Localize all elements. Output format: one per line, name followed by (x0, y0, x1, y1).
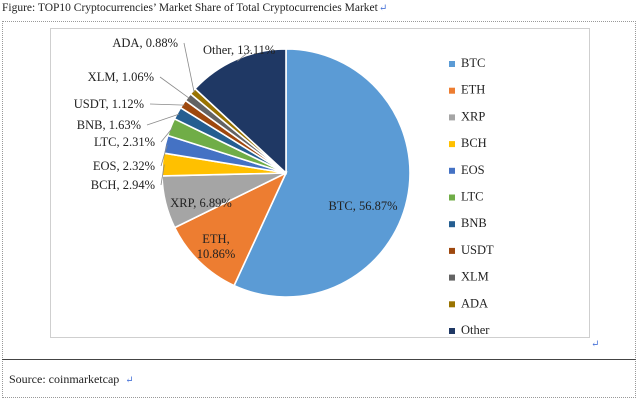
legend-label-ltc: LTC (461, 190, 483, 204)
legend-swatch-other (449, 328, 455, 334)
leader-line-usdt (149, 103, 185, 106)
leader-line-bch (160, 164, 165, 186)
chart-area: BTC, 56.87% ETH, 10.86% XRP, 6.89% BCH, 2.94… (50, 28, 590, 338)
return-mark-icon: ↵ (125, 375, 134, 386)
legend-swatch-ada (449, 301, 455, 308)
return-mark-icon: ↵ (378, 3, 388, 14)
data-label-bnb: BNB, 1.63% (77, 118, 141, 132)
caption-text: Figure: TOP10 Cryptocurrencies’ Market S… (2, 2, 378, 14)
leader-line-other (236, 49, 252, 62)
source-text: Source: coinmarketcap (9, 372, 120, 386)
legend-label-other: Other (461, 323, 490, 337)
data-label-xrp: XRP, 6.89% (170, 196, 231, 210)
leader-line-ada (183, 42, 195, 93)
data-label-eth: 10.86% (197, 247, 236, 261)
data-label-ltc: LTC, 2.31% (94, 135, 155, 149)
leader-line-xlm (159, 76, 190, 99)
pie-chart: BTC, 56.87% ETH,10.86% XRP, 6.89% BCH, 2.94… (74, 36, 494, 337)
data-label-bch: BCH, 2.94% (91, 178, 155, 192)
data-label-ada: ADA, 0.88% (112, 36, 178, 50)
legend-label-eth: ETH (461, 83, 485, 97)
legend-swatch-ltc (449, 194, 455, 201)
legend-swatch-bnb (449, 221, 455, 228)
figure-caption: Figure: TOP10 Cryptocurrencies’ Market S… (2, 2, 387, 14)
legend-swatch-usdt (449, 247, 455, 254)
pie-slice-other (193, 48, 287, 175)
data-label-btc: BTC, 56.87% (328, 199, 397, 213)
legend-swatch-btc (449, 61, 455, 67)
legend-label-usdt: USDT (461, 243, 494, 257)
leader-line-ltc (160, 127, 174, 143)
return-mark-icon: ↵ (591, 339, 600, 350)
legend-swatch-xrp (449, 114, 455, 121)
data-label-other: Other, 13.11% (203, 43, 275, 57)
leader-line-bnb (146, 113, 180, 126)
data-label-xlm: XLM, 1.06% (88, 70, 154, 84)
source-note: Source: coinmarketcap ↵ (9, 372, 134, 387)
legend-swatch-xlm (449, 274, 455, 281)
table-frame (2, 21, 636, 398)
legend-label-eos: EOS (461, 163, 485, 177)
pie-slice-btc (233, 48, 411, 298)
legend-label-xrp: XRP (461, 109, 485, 123)
data-label-eth: ETH, (202, 232, 229, 246)
data-label-eos: EOS, 2.32% (93, 159, 155, 173)
legend-label-bnb: BNB (461, 216, 487, 230)
leader-line-eos (160, 144, 168, 167)
legend-swatch-eth (449, 87, 455, 94)
data-label-usdt: USDT, 1.12% (74, 97, 144, 111)
legend-label-btc: BTC (461, 56, 485, 70)
table-row-divider (2, 359, 636, 360)
legend-swatch-bch (449, 141, 455, 148)
legend-swatch-eos (449, 167, 455, 174)
legend-label-bch: BCH (461, 136, 487, 150)
legend-label-xlm: XLM (461, 270, 489, 284)
pie-slice-eth (173, 171, 288, 287)
legend-label-ada: ADA (461, 296, 488, 310)
